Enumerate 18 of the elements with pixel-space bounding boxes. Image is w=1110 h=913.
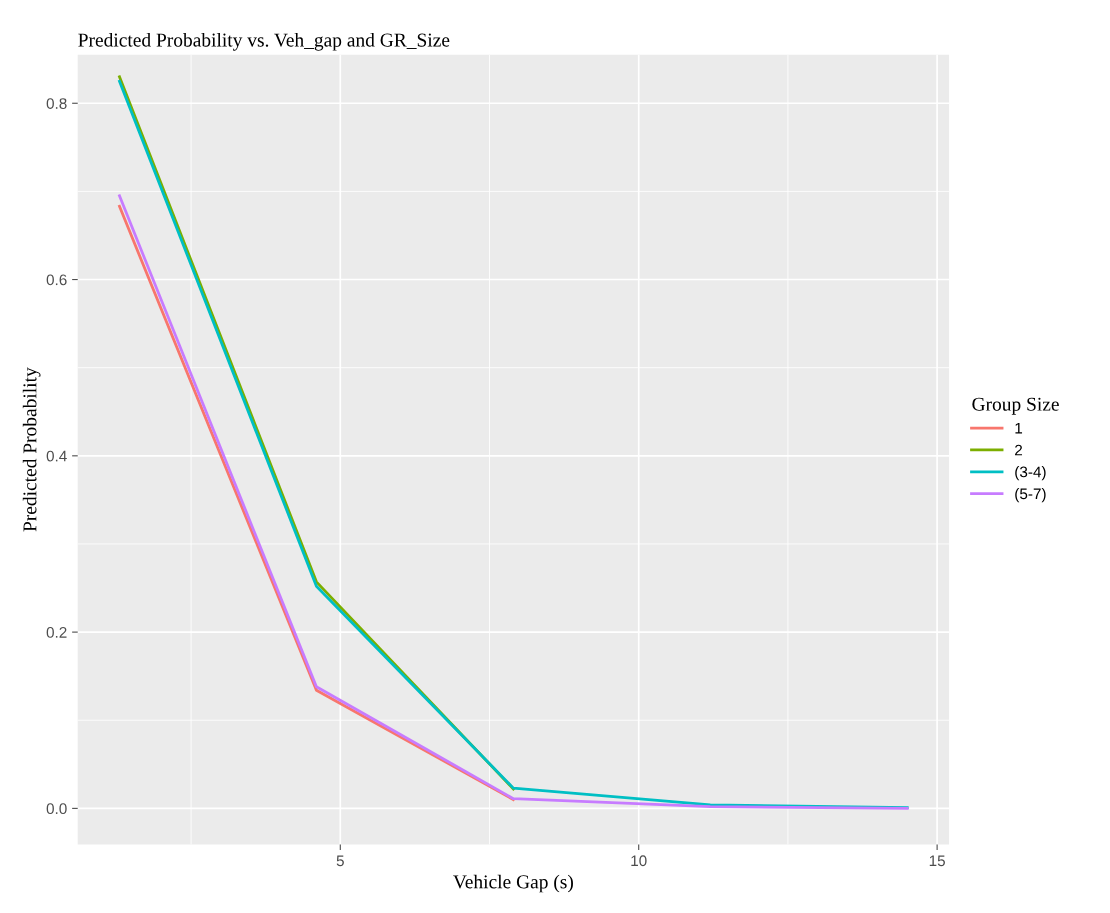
legend-label: (3-4) [1015,466,1046,481]
x-axis-title: Vehicle Gap (s) [453,874,573,893]
y-tick-label: 0.0 [46,803,67,815]
x-tick-label: 5 [336,855,344,867]
x-tick-label: 10 [631,855,647,867]
legend-label: 2 [1015,444,1023,456]
chart-title: Predicted Probability vs. Veh_gap and GR_Size [78,32,450,51]
y-tick-label: 0.2 [46,626,67,638]
line-series [118,194,909,810]
y-tick-label: 0.6 [46,274,67,286]
y-tick-label: 0.4 [46,450,67,462]
y-axis-title: Predicted Probability [22,367,41,532]
line-series [118,79,909,809]
y-tick-label: 0.8 [46,98,67,109]
x-tick-label: 15 [929,855,945,867]
legend-title: Group Size [972,397,1059,415]
legend-label: 1 [1015,422,1023,434]
legend-label: (5-7) [1015,487,1046,503]
